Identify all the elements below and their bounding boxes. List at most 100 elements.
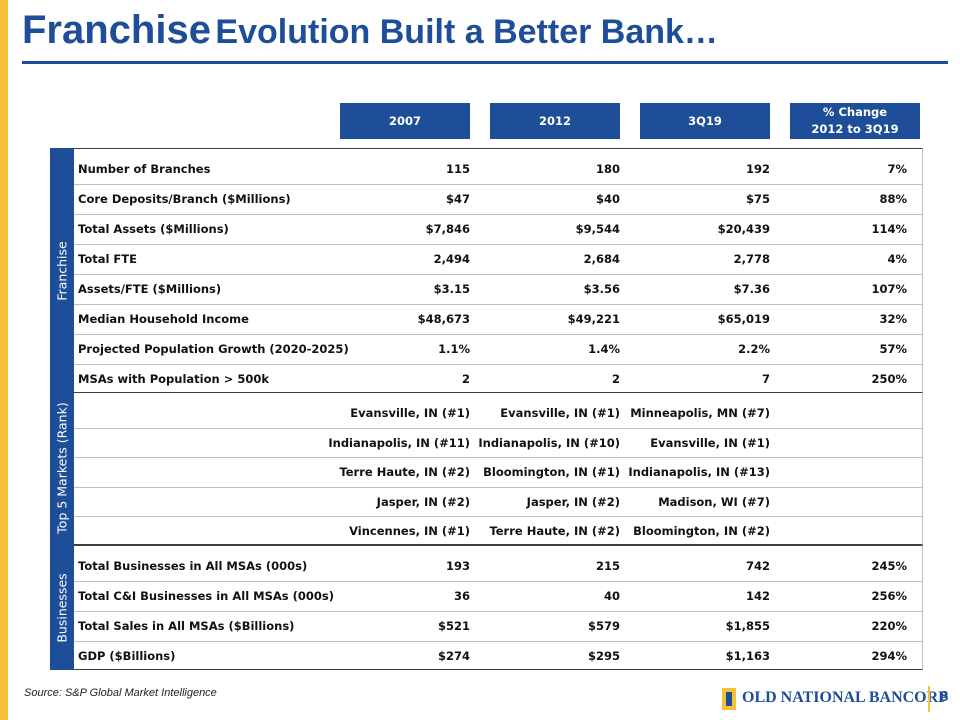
row-label: Total Sales in All MSAs ($Billions) [78, 619, 295, 633]
row-label: Total Assets ($Millions) [78, 222, 229, 236]
row-label: Core Deposits/Branch ($Millions) [78, 192, 291, 206]
row-rule [74, 304, 922, 305]
cell: 57% [879, 342, 907, 356]
column-header: 2007 [340, 103, 470, 139]
cell: 7 [761, 372, 770, 386]
page-divider [928, 686, 950, 712]
section-box [50, 545, 923, 670]
row-label: Total FTE [78, 252, 137, 266]
row-rule [74, 244, 922, 245]
column-header: 2012 [490, 103, 620, 139]
cell: 742 [745, 559, 770, 573]
row-label: Total Businesses in All MSAs (000s) [78, 559, 308, 573]
cell: $521 [437, 619, 470, 633]
cell: 115 [445, 162, 470, 176]
cell: 2 [461, 372, 470, 386]
column-header: % Change 2012 to 3Q19 [790, 103, 920, 139]
row-rule [74, 611, 922, 612]
cell: $3.15 [433, 282, 470, 296]
cell: $49,221 [567, 312, 620, 326]
section-label-bar: Franchise [50, 148, 74, 393]
section-label-bar: Businesses [50, 545, 74, 670]
cell: 114% [871, 222, 907, 236]
cell: $65,019 [717, 312, 770, 326]
page-number: 8 [940, 688, 949, 705]
section-box [50, 392, 923, 545]
cell: 142 [745, 589, 770, 603]
side-stripe [0, 0, 8, 720]
row-label: Total C&I Businesses in All MSAs (000s) [78, 589, 334, 603]
cell: 2,684 [583, 252, 620, 266]
cell: $48,673 [417, 312, 470, 326]
row-rule [74, 214, 922, 215]
cell: 1.4% [588, 342, 620, 356]
row-rule [74, 274, 922, 275]
cell: 215 [595, 559, 620, 573]
logo: OLD NATIONAL BANCORP [742, 689, 948, 706]
cell: 192 [745, 162, 770, 176]
cell: $3.56 [583, 282, 620, 296]
row-rule [74, 641, 922, 642]
row-rule [74, 516, 922, 517]
cell: 250% [871, 372, 907, 386]
row-rule [74, 427, 922, 429]
row-rule [74, 334, 922, 335]
row-rule [74, 581, 922, 582]
row-label: MSAs with Population > 500k [78, 372, 270, 386]
cell: $274 [437, 649, 470, 663]
cell: 88% [879, 192, 907, 206]
cell: 193 [445, 559, 470, 573]
title-rest: Evolution Built a Better Bank… [215, 13, 718, 51]
title-rule [22, 61, 948, 64]
cell: Vincennes, IN (#1) [349, 524, 470, 538]
row-rule [74, 486, 922, 488]
cell: 107% [871, 282, 907, 296]
cell: 40 [603, 589, 620, 603]
section-label: Businesses [54, 572, 70, 643]
cell: Minneapolis, MN (#7) [630, 406, 770, 420]
source: Source: S&P Global Market Intelligence [24, 687, 217, 699]
cell: $9,544 [575, 222, 620, 236]
cell: 7% [887, 162, 907, 176]
cell: Jasper, IN (#2) [376, 494, 470, 509]
cell: Evansville, IN (#1) [350, 406, 470, 420]
logo-icon-inner [726, 692, 732, 706]
cell: 1.1% [438, 342, 470, 356]
row-label: Projected Population Growth (2020-2025) [78, 342, 349, 356]
cell: Evansville, IN (#1) [650, 435, 770, 450]
cell: 2 [611, 372, 620, 386]
cell: $579 [587, 619, 620, 633]
section-label-bar: Top 5 Markets (Rank) [50, 392, 74, 545]
cell: Indianapolis, IN (#13) [628, 465, 770, 479]
cell: $7,846 [425, 222, 470, 236]
cell: 256% [871, 589, 907, 603]
column-header: 3Q19 [640, 103, 770, 139]
row-label: Assets/FTE ($Millions) [78, 282, 222, 296]
cell: $47 [445, 192, 470, 206]
cell: 220% [871, 619, 907, 633]
cell: $1,855 [725, 619, 770, 633]
cell: Terre Haute, IN (#2) [489, 524, 620, 538]
cell: $7.36 [733, 282, 770, 296]
section-label: Franchise [54, 240, 70, 301]
cell: 180 [595, 162, 620, 176]
cell: $295 [587, 649, 620, 663]
section-label: Top 5 Markets (Rank) [54, 402, 70, 534]
cell: $75 [745, 192, 770, 206]
cell: Indianapolis, IN (#11) [328, 435, 470, 450]
cell: 36 [453, 589, 470, 603]
cell: 4% [887, 252, 907, 266]
cell: Indianapolis, IN (#10) [478, 435, 620, 450]
cell: 2,494 [433, 252, 470, 266]
cell: Jasper, IN (#2) [526, 494, 620, 509]
title-lead: Franchise [22, 8, 211, 52]
cell: $1,163 [725, 649, 770, 663]
cell: 2,778 [733, 252, 770, 266]
cell: Bloomington, IN (#1) [483, 465, 620, 479]
cell: $20,439 [717, 222, 770, 236]
cell: $40 [595, 192, 620, 206]
cell: Evansville, IN (#1) [500, 406, 620, 420]
cell: 294% [871, 649, 907, 663]
cell: Madison, WI (#7) [658, 494, 770, 509]
